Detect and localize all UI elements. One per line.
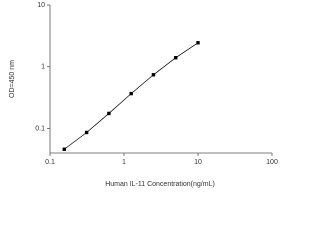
y-tick-label: 0.1 — [35, 125, 45, 132]
x-tick-label: 10 — [194, 159, 202, 166]
data-point — [84, 130, 89, 135]
x-tick-label: 100 — [266, 159, 278, 166]
data-point — [129, 91, 133, 96]
data-line — [64, 42, 199, 150]
data-point — [151, 73, 156, 77]
chart: Human IL-11 Concentration(ng/mL) OD=450 … — [9, 2, 278, 188]
y-tick-label: 10 — [37, 2, 45, 9]
x-tick-label: 0.1 — [45, 159, 55, 166]
y-tick-label: 1 — [41, 64, 45, 71]
data-point — [62, 147, 66, 151]
data-point — [174, 56, 178, 60]
y-axis-label: OD=450 nm — [9, 60, 16, 98]
data-point — [196, 41, 200, 45]
x-tick-label: 1 — [122, 159, 126, 166]
x-axis-label: Human IL-11 Concentration(ng/mL) — [105, 181, 215, 188]
data-point — [107, 111, 111, 116]
